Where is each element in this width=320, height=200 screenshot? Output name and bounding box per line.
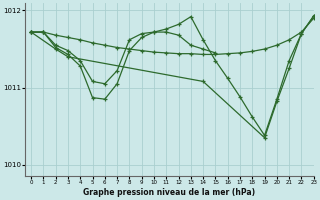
X-axis label: Graphe pression niveau de la mer (hPa): Graphe pression niveau de la mer (hPa): [83, 188, 255, 197]
